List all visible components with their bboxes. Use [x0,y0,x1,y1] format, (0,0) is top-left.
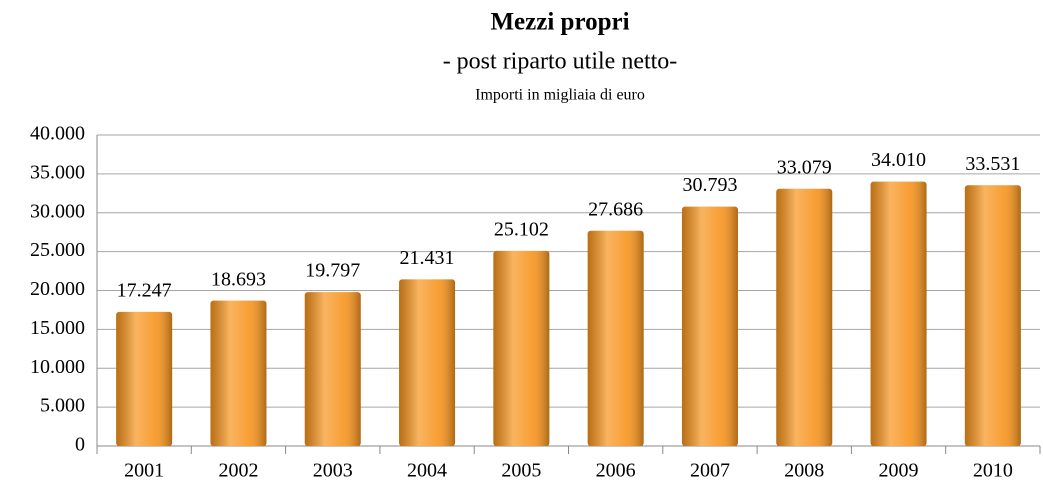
y-tick-label: 5.000 [40,395,85,417]
data-label: 33.079 [777,156,832,178]
bar-shade [870,181,927,446]
data-label: 27.686 [588,198,643,220]
bar-shade [587,230,644,446]
y-tick-label: 0 [75,434,85,456]
x-tick-label: 2003 [313,460,353,482]
chart-note: Importi in migliaia di euro [475,87,645,104]
y-tick-label: 35.000 [30,161,85,183]
bar-shade [210,300,267,446]
data-label: 19.797 [305,260,360,282]
x-tick-label: 2010 [973,460,1013,482]
x-tick-label: 2009 [879,460,919,482]
bar-shade [776,188,833,446]
x-tick-label: 2006 [596,460,636,482]
data-label: 33.531 [965,153,1020,175]
y-tick-label: 10.000 [30,356,85,378]
bar-shade [399,279,456,446]
data-label: 17.247 [117,279,172,301]
data-label: 34.010 [871,149,926,171]
data-label: 25.102 [494,218,549,240]
x-tick-label: 2004 [407,460,447,482]
y-tick-label: 25.000 [30,239,85,261]
y-tick-label: 30.000 [30,200,85,222]
y-tick-label: 15.000 [30,317,85,339]
data-label: 21.431 [400,247,455,269]
bar-shade [964,185,1021,446]
x-tick-label: 2005 [501,460,541,482]
bar-shade [304,292,361,446]
data-label: 18.693 [211,268,266,290]
data-label: 30.793 [682,174,737,196]
x-tick-label: 2002 [218,460,258,482]
chart-title: Mezzi propri [490,9,629,36]
bar-shade [116,311,173,446]
x-tick-label: 2001 [124,460,164,482]
chart-subtitle: - post riparto utile netto- [443,49,678,75]
bar-shade [681,206,738,446]
bar-shade [493,250,550,446]
x-tick-label: 2008 [784,460,824,482]
y-tick-label: 20.000 [30,278,85,300]
y-tick-label: 40.000 [30,123,85,145]
x-tick-label: 2007 [690,460,730,482]
